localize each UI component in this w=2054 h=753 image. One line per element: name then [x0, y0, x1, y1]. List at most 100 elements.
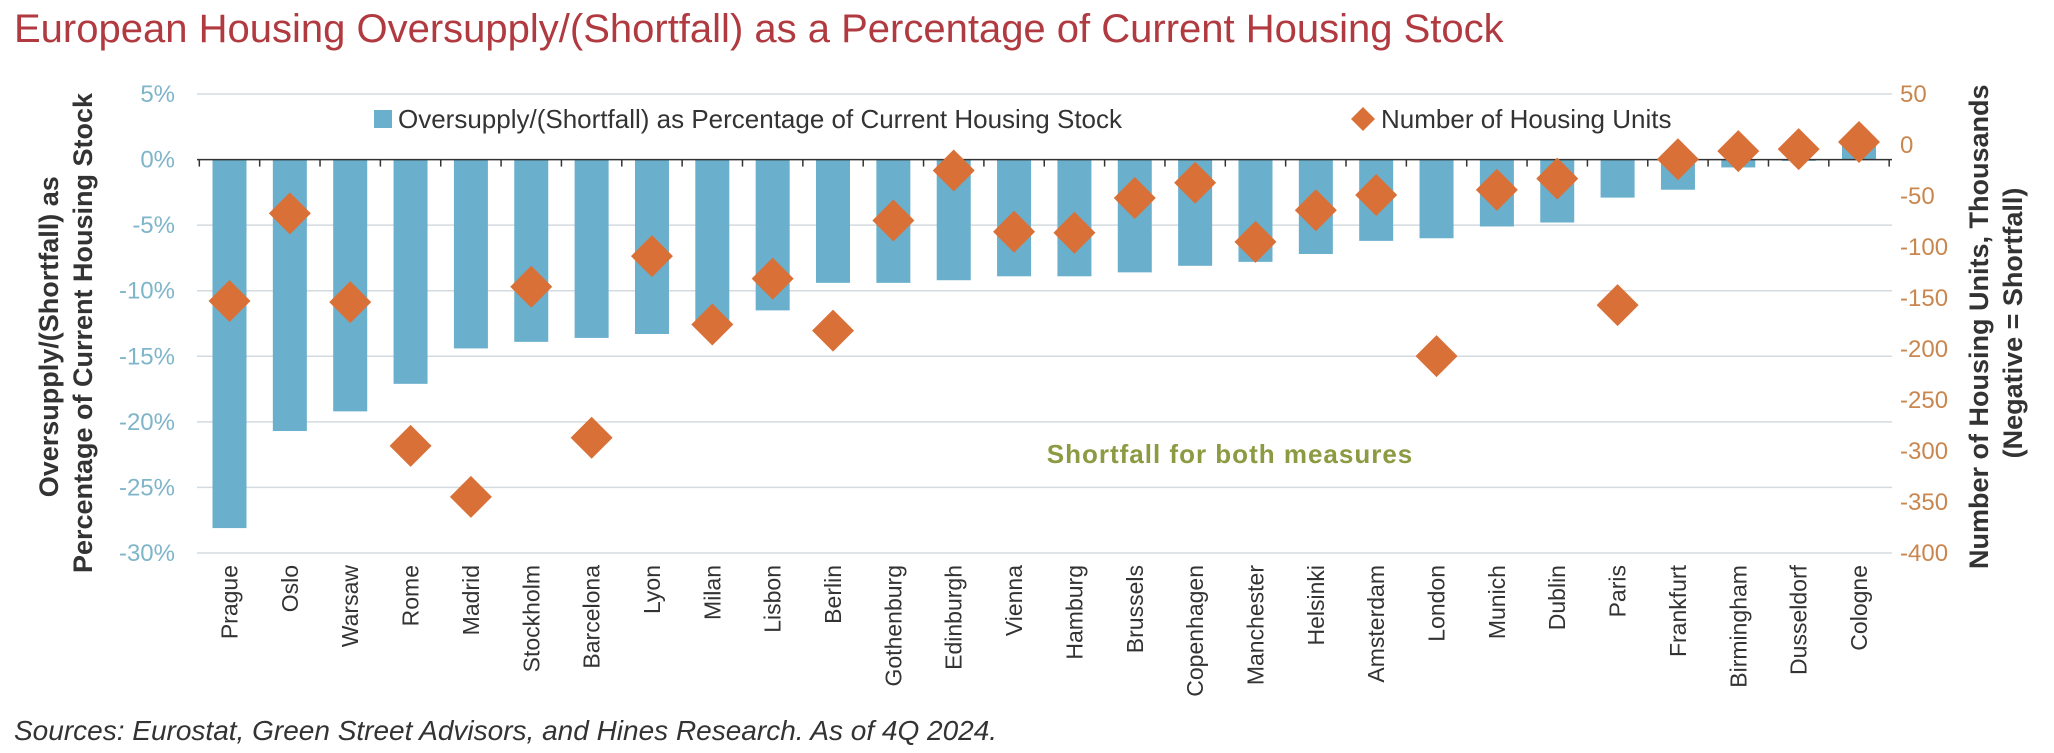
category-label: Barcelona: [579, 565, 605, 669]
category-label: Paris: [1605, 565, 1631, 617]
marker-milan: [691, 303, 734, 346]
left-axis-ticks: 5% 0% -5% -10% -15% -20% -25% -30%: [119, 81, 175, 567]
category-label: Berlin: [820, 565, 846, 624]
right-tick-label: -150: [1900, 285, 1948, 312]
left-tick-label: -10%: [119, 278, 175, 305]
category-label: Copenhagen: [1182, 565, 1208, 697]
right-axis-title-line-2: (Negative = Shortfall): [1998, 188, 2028, 459]
bar-milan: [695, 159, 730, 328]
category-label: Birmingham: [1725, 565, 1751, 688]
bar-rome: [393, 159, 428, 384]
legend-bar-label: Oversupply/(Shortfall) as Percentage of …: [398, 104, 1123, 134]
marker-munich: [1475, 168, 1518, 211]
marker-copenhagen: [1174, 161, 1217, 204]
marker-prague: [208, 280, 251, 323]
marker-brussels: [1113, 177, 1156, 220]
category-label: Stockholm: [518, 565, 544, 672]
right-tick-label: -300: [1900, 438, 1948, 465]
bar-barcelona: [574, 159, 609, 338]
marker-lisbon: [751, 257, 794, 300]
legend: Oversupply/(Shortfall) as Percentage of …: [374, 104, 1671, 134]
marker-stockholm: [510, 265, 553, 308]
left-tick-label: -20%: [119, 409, 175, 436]
bar-series: [212, 142, 1876, 529]
chart-title: European Housing Oversupply/(Shortfall) …: [14, 7, 1505, 51]
category-label: Milan: [699, 565, 725, 620]
category-label: Frankfurt: [1665, 564, 1691, 657]
shortfall-annotation: Shortfall for both measures: [1047, 439, 1414, 469]
marker-barcelona: [570, 416, 613, 459]
right-axis-ticks: 50 0 -50 -100 -150 -200 -250 -300 -350 -400: [1900, 81, 1948, 567]
legend-bar-swatch: [374, 110, 392, 128]
marker-series: [208, 120, 1880, 518]
legend-marker-swatch: [1351, 107, 1375, 131]
left-axis-title-line-1: Oversupply/(Shortfall) as: [34, 176, 64, 497]
marker-london: [1415, 335, 1458, 378]
right-axis-title: Number of Housing Units, Thousands (Nega…: [1964, 77, 2028, 569]
bar-madrid: [453, 159, 488, 349]
left-tick-label: 0%: [140, 147, 175, 174]
category-tick-marks: [198, 159, 1890, 167]
right-tick-label: 50: [1900, 81, 1927, 108]
category-label: Cologne: [1846, 565, 1872, 651]
left-axis-title: Oversupply/(Shortfall) as Percentage of …: [34, 92, 98, 573]
marker-paris: [1596, 284, 1639, 327]
category-label: Amsterdam: [1363, 565, 1389, 683]
right-tick-label: 0: [1900, 132, 1913, 159]
marker-birmingham: [1717, 130, 1760, 173]
marker-cologne: [1838, 120, 1880, 163]
left-tick-label: -15%: [119, 343, 175, 370]
right-tick-label: -50: [1900, 183, 1935, 210]
category-labels: Prague Oslo Warsaw Rome Madrid Stockholm Barce…: [217, 564, 1873, 696]
category-label: Oslo: [277, 565, 303, 612]
category-label: Prague: [217, 565, 243, 639]
marker-dublin: [1536, 157, 1579, 200]
category-label: Manchester: [1242, 565, 1268, 686]
category-label: Lyon: [639, 565, 665, 614]
marker-frankfurt: [1656, 138, 1699, 181]
left-tick-label: -5%: [132, 212, 175, 239]
source-note: Sources: Eurostat, Green Street Advisors…: [14, 715, 997, 746]
marker-oslo: [268, 192, 311, 235]
bar-london: [1419, 159, 1454, 239]
right-tick-label: -200: [1900, 336, 1948, 363]
marker-madrid: [449, 475, 492, 518]
marker-manchester: [1234, 220, 1277, 263]
marker-rome: [389, 424, 432, 467]
category-label: Vienna: [1001, 565, 1027, 636]
right-tick-label: -250: [1900, 387, 1948, 414]
category-label: Gothenburg: [880, 565, 906, 686]
left-tick-label: -25%: [119, 474, 175, 501]
bar-prague: [212, 159, 247, 529]
left-tick-label: -30%: [119, 540, 175, 567]
left-axis-title-line-2: Percentage of Current Housing Stock: [68, 92, 98, 573]
marker-vienna: [993, 210, 1036, 253]
category-label: London: [1424, 565, 1450, 642]
category-label: Warsaw: [337, 565, 363, 648]
legend-marker-label: Number of Housing Units: [1381, 104, 1671, 134]
category-label: Lisbon: [760, 565, 786, 633]
category-label: Hamburg: [1061, 565, 1087, 660]
marker-berlin: [812, 309, 855, 352]
bar-paris: [1600, 159, 1635, 198]
bar-stockholm: [514, 159, 549, 342]
category-label: Dusseldorf: [1786, 564, 1812, 675]
marker-gothenburg: [872, 199, 915, 242]
category-label: Edinburgh: [941, 565, 967, 670]
right-tick-label: -100: [1900, 234, 1948, 261]
marker-warsaw: [329, 281, 372, 324]
marker-hamburg: [1053, 211, 1096, 254]
category-label: Dublin: [1544, 565, 1570, 630]
category-label: Madrid: [458, 565, 484, 635]
right-axis-title-line-1: Number of Housing Units, Thousands: [1964, 85, 1994, 570]
right-tick-label: -350: [1900, 489, 1948, 516]
category-label: Rome: [398, 565, 424, 626]
right-tick-label: -400: [1900, 540, 1948, 567]
left-tick-label: 5%: [140, 81, 175, 108]
marker-helsinki: [1294, 189, 1337, 232]
marker-edinburgh: [932, 149, 975, 192]
bar-berlin: [816, 159, 851, 283]
marker-amsterdam: [1355, 173, 1398, 216]
category-label: Helsinki: [1303, 565, 1329, 646]
